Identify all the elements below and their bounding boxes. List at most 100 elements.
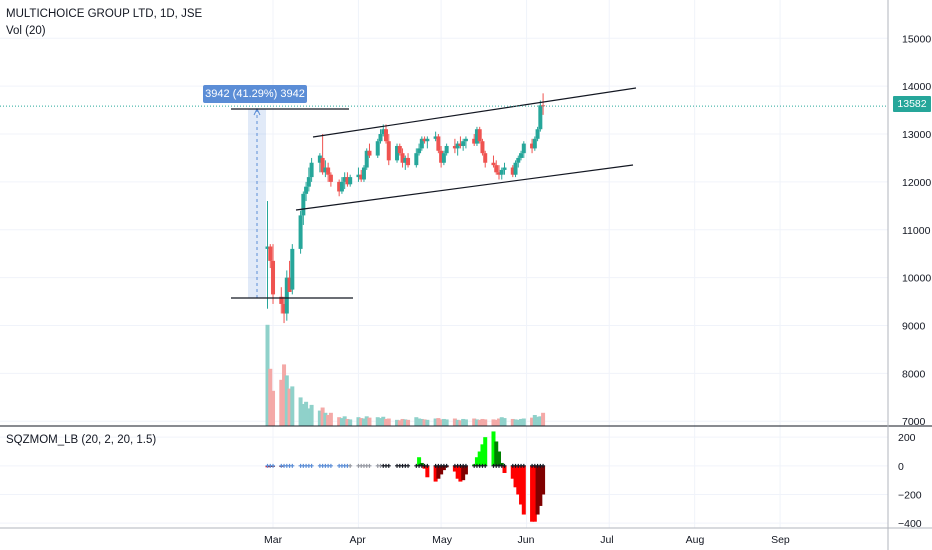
momentum-bar <box>513 465 518 488</box>
trend-channel-drawings[interactable] <box>231 87 637 299</box>
volume-bar <box>510 418 515 426</box>
squeeze-cross <box>386 463 391 468</box>
volume-bar <box>499 417 504 426</box>
volume-bar <box>337 417 342 426</box>
volume-bar <box>461 418 466 426</box>
volume-bar <box>406 419 411 426</box>
candle-body <box>403 157 408 163</box>
volume-bar <box>386 418 391 426</box>
volume-bar <box>474 419 479 426</box>
squeeze-cross <box>444 463 449 468</box>
indicator-tick-label: 200 <box>898 432 916 444</box>
volume-bars <box>265 324 546 426</box>
symbol-title[interactable]: MULTICHOICE GROUP LTD, 1D, JSE <box>6 8 203 20</box>
squeeze-cross <box>521 463 526 468</box>
candle-body <box>516 157 521 163</box>
candle-body <box>472 138 477 144</box>
volume-bar <box>502 418 507 426</box>
volume-bar <box>414 417 419 426</box>
indicator-tick-label: 0 <box>898 461 904 473</box>
volume-bar <box>395 419 400 426</box>
indicator-legend[interactable]: SQZMOM_LB (20, 2, 20, 1.5) <box>6 434 157 446</box>
momentum-bar <box>530 465 535 522</box>
time-axis[interactable]: Mar Apr May Jun Jul Aug Sep <box>264 534 790 546</box>
volume-bar <box>433 418 438 426</box>
momentum-bar <box>480 444 485 466</box>
candle-body <box>433 136 438 139</box>
volume-bar <box>284 375 289 426</box>
candle-body <box>375 141 380 156</box>
volume-bar <box>279 379 284 426</box>
volume-bar <box>477 419 482 426</box>
volume-bar <box>422 419 427 426</box>
candle-body <box>480 141 485 154</box>
volume-bar <box>417 418 422 426</box>
volume-bar <box>375 417 380 426</box>
time-tick-label: Sep <box>771 534 790 546</box>
measure-label[interactable]: 3942 (41.29%) 3942 <box>203 85 307 103</box>
volume-bar <box>304 401 309 426</box>
momentum-bar <box>510 465 515 479</box>
volume-bar <box>359 418 364 426</box>
squeeze-cross <box>367 463 372 468</box>
candle-body <box>320 157 325 173</box>
volume-bar <box>287 388 292 426</box>
candle-body <box>282 303 287 314</box>
indicator-axis[interactable]: 200 0 −200 −400 <box>898 432 922 530</box>
price-tick-label: 9000 <box>902 320 926 332</box>
channel-upper-line[interactable] <box>312 87 637 138</box>
candle-body <box>317 155 322 163</box>
candle-body <box>364 150 369 168</box>
candle-body <box>519 153 524 158</box>
volume-bar <box>535 416 540 426</box>
momentum-bar <box>455 465 460 479</box>
candle-body <box>477 129 482 142</box>
volume-legend[interactable]: Vol (20) <box>6 25 46 37</box>
squeeze-cross <box>309 463 314 468</box>
momentum-bar <box>452 465 457 472</box>
candle-body <box>422 138 427 142</box>
momentum-bar <box>463 465 468 475</box>
price-tick-label: 10000 <box>902 273 931 285</box>
candle-body <box>279 296 284 304</box>
volume-bar <box>348 419 353 426</box>
squeeze-cross <box>483 463 488 468</box>
volume-bar <box>530 417 535 426</box>
candle-body <box>474 129 479 144</box>
volume-bar <box>384 418 389 426</box>
volume-bar <box>521 418 526 426</box>
time-tick-label: Aug <box>686 534 705 546</box>
volume-bar <box>538 416 543 426</box>
candle-body <box>530 143 535 149</box>
momentum-bar <box>496 451 501 466</box>
volume-bar <box>419 418 424 426</box>
candle-body <box>494 165 499 173</box>
momentum-bar <box>541 465 546 495</box>
candle-body <box>378 134 383 142</box>
time-tick-label: Jul <box>600 534 613 546</box>
candle-body <box>419 138 424 149</box>
volume-bar <box>356 417 361 426</box>
momentum-bar <box>502 465 507 473</box>
volume-bar <box>282 364 287 426</box>
candle-body <box>441 153 446 163</box>
candle-body <box>417 148 422 154</box>
squeeze-cross <box>348 463 353 468</box>
candle-body <box>496 172 501 175</box>
price-range-measure[interactable] <box>248 107 266 298</box>
momentum-bar <box>439 465 444 475</box>
volume-bar <box>323 412 328 426</box>
momentum-bar <box>436 465 441 479</box>
volume-bar <box>513 419 518 426</box>
candle-body <box>397 145 402 154</box>
candle-body <box>436 136 441 151</box>
candle-body <box>455 143 460 149</box>
candle-body <box>284 277 289 314</box>
candle-body <box>521 143 526 154</box>
candle-body <box>458 143 463 146</box>
channel-lower-line[interactable] <box>295 164 634 211</box>
volume-bar <box>345 418 350 426</box>
volume-bar <box>364 416 369 426</box>
price-axis[interactable]: 15000 14000 13000 12000 11000 10000 9000 8000 70… <box>902 33 931 428</box>
